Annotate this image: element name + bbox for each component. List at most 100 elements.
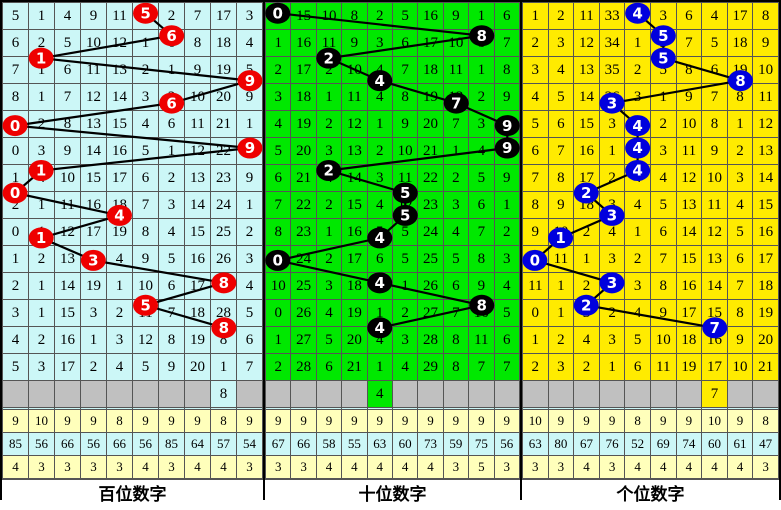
trend-cell: 2 <box>391 299 419 327</box>
trend-cell: 4 <box>442 218 470 246</box>
trend-cell: 8 <box>547 164 575 192</box>
stats-row: 9 10 9 9 8 9 9 9 8 9 <box>2 409 263 433</box>
trend-cell: 3 <box>264 83 292 111</box>
trend-cell: 4 <box>106 353 133 381</box>
trend-cell: 6 <box>132 164 159 192</box>
stat-avg-cell: 10 <box>28 409 55 433</box>
trend-cell: 5 <box>701 29 728 57</box>
trend-cell: 3 <box>366 29 393 57</box>
trend-cell: 3 <box>598 191 626 219</box>
trend-cell: 7 <box>264 191 292 219</box>
trend-cell: 9 <box>158 353 185 381</box>
trend-cell: 2 <box>649 110 677 138</box>
trend-cell: 17 <box>752 245 779 273</box>
trend-cell: 6 <box>54 56 81 84</box>
trend-cell: 1 <box>649 83 677 111</box>
table-row: 11 1 2 1 3 8 16 14 7 18 <box>522 272 779 300</box>
table-row: 3 18 1 11 4 8 19 12 2 9 <box>264 83 521 111</box>
stat-count-cell: 4 <box>391 455 419 479</box>
trend-cell: 5 <box>522 110 549 138</box>
trend-cell: 24 <box>417 218 444 246</box>
table-row: 10 25 3 18 4 1 26 6 9 4 <box>264 272 521 300</box>
trend-cell: 4 <box>468 137 495 165</box>
trend-cell: 21 <box>341 353 368 381</box>
trend-cell: 14 <box>80 137 107 165</box>
trend-cell: 13 <box>80 110 107 138</box>
trend-grid-units: 1 2 11 33 4 3 6 4 17 8 2 3 12 34 1 5 7 5 18 9 3 4 13 35 2 5 8 6 19 10… <box>522 2 779 408</box>
table-row: 9 10 2 4 1 6 14 12 5 16 <box>522 218 779 246</box>
trend-cell: 19 <box>726 56 754 84</box>
trend-cell <box>547 380 575 408</box>
stat-avg-cell: 10 <box>701 409 728 433</box>
table-row: 3 4 13 35 2 5 8 6 19 10 <box>522 56 779 84</box>
table-row: 7 8 17 2 4 4 12 10 3 14 <box>522 164 779 192</box>
table-row: 6 2 5 10 12 1 6 8 18 4 <box>2 29 263 57</box>
trend-cell: 1 <box>264 326 292 354</box>
stat-count-cell: 3 <box>598 455 626 479</box>
trend-cell: 15 <box>573 110 600 138</box>
drawn-number-cell: 8 <box>726 83 754 111</box>
trend-cell <box>236 380 263 408</box>
table-row: 4 2 16 1 3 12 8 19 8 6 <box>2 326 263 354</box>
stat-count-cell: 3 <box>158 455 185 479</box>
stat-max-cell: 54 <box>236 432 263 456</box>
trend-cell: 11 <box>391 164 419 192</box>
drawn-number-cell: 0 <box>2 137 29 165</box>
trend-cell: 4 <box>264 110 292 138</box>
trend-cell: 19 <box>675 353 703 381</box>
trend-cell: 14 <box>701 272 728 300</box>
trend-cell: 20 <box>290 137 317 165</box>
stat-max-cell: 60 <box>701 432 728 456</box>
trend-cell: 20 <box>210 83 237 111</box>
table-row: 1 2 13 18 4 9 5 16 26 3 <box>2 245 263 273</box>
trend-cell: 16 <box>184 245 211 273</box>
drawn-number-cell: 1 <box>28 191 55 219</box>
trend-grid-hundreds: 5 1 4 9 11 5 2 7 17 3 6 2 5 10 12 1 6 8 18 4 7 1 6 11 13 2 1 9 19 5 8 1… <box>2 2 263 408</box>
drawn-number-cell: 1 <box>28 56 55 84</box>
trend-cell: 9 <box>649 299 677 327</box>
stat-max-cell: 56 <box>493 432 521 456</box>
trend-cell: 1 <box>236 110 263 138</box>
table-row: 0 3 9 14 16 5 1 12 22 2 <box>2 137 263 165</box>
trend-cell: 4 <box>54 2 81 30</box>
trend-cell: 3 <box>547 353 575 381</box>
trend-cell: 16 <box>417 2 444 30</box>
drawn-number-cell: 5 <box>132 353 159 381</box>
trend-cell: 1 <box>132 29 159 57</box>
drawn-number-cell: 0 <box>522 299 549 327</box>
trend-cell: 11 <box>106 2 133 30</box>
stat-max-cell: 56 <box>28 432 55 456</box>
stat-count-cell: 4 <box>573 455 600 479</box>
trend-cell <box>675 380 703 408</box>
trend-cell <box>2 380 29 408</box>
stat-avg-cell: 9 <box>675 409 703 433</box>
table-row: 10 11 1 3 2 7 15 13 6 17 <box>522 245 779 273</box>
trend-cell: 23 <box>210 164 237 192</box>
trend-cell: 20 <box>752 326 779 354</box>
stats-row: 10 9 9 9 8 9 9 10 9 8 <box>522 409 779 433</box>
stat-max-cell: 85 <box>2 432 29 456</box>
trend-cell: 3 <box>106 326 133 354</box>
trend-cell: 7 <box>701 83 728 111</box>
trend-cell: 7 <box>158 299 185 327</box>
stat-count-cell: 3 <box>264 455 292 479</box>
trend-cell: 5 <box>468 164 495 192</box>
trend-cell: 1 <box>366 110 393 138</box>
trend-cell: 20 <box>417 110 444 138</box>
table-row: 9 2 8 13 15 4 6 11 21 1 <box>2 110 263 138</box>
trend-cell <box>752 380 779 408</box>
trend-cell: 14 <box>341 164 368 192</box>
trend-cell: 9 <box>701 137 728 165</box>
trend-cell: 3 <box>624 272 651 300</box>
drawn-number-cell: 9 <box>236 164 263 192</box>
trend-cell: 6 <box>158 272 185 300</box>
trend-cell: 11 <box>80 56 107 84</box>
trend-cell <box>132 380 159 408</box>
table-row: 7 22 2 15 4 12 23 3 6 1 <box>264 191 521 219</box>
trend-cell: 11 <box>184 110 211 138</box>
drawn-number-cell: 0 <box>2 218 29 246</box>
table-row: 4 <box>264 380 521 408</box>
stat-avg-cell: 9 <box>341 409 368 433</box>
table-row: 0 1 3 2 4 9 17 15 8 19 <box>522 299 779 327</box>
